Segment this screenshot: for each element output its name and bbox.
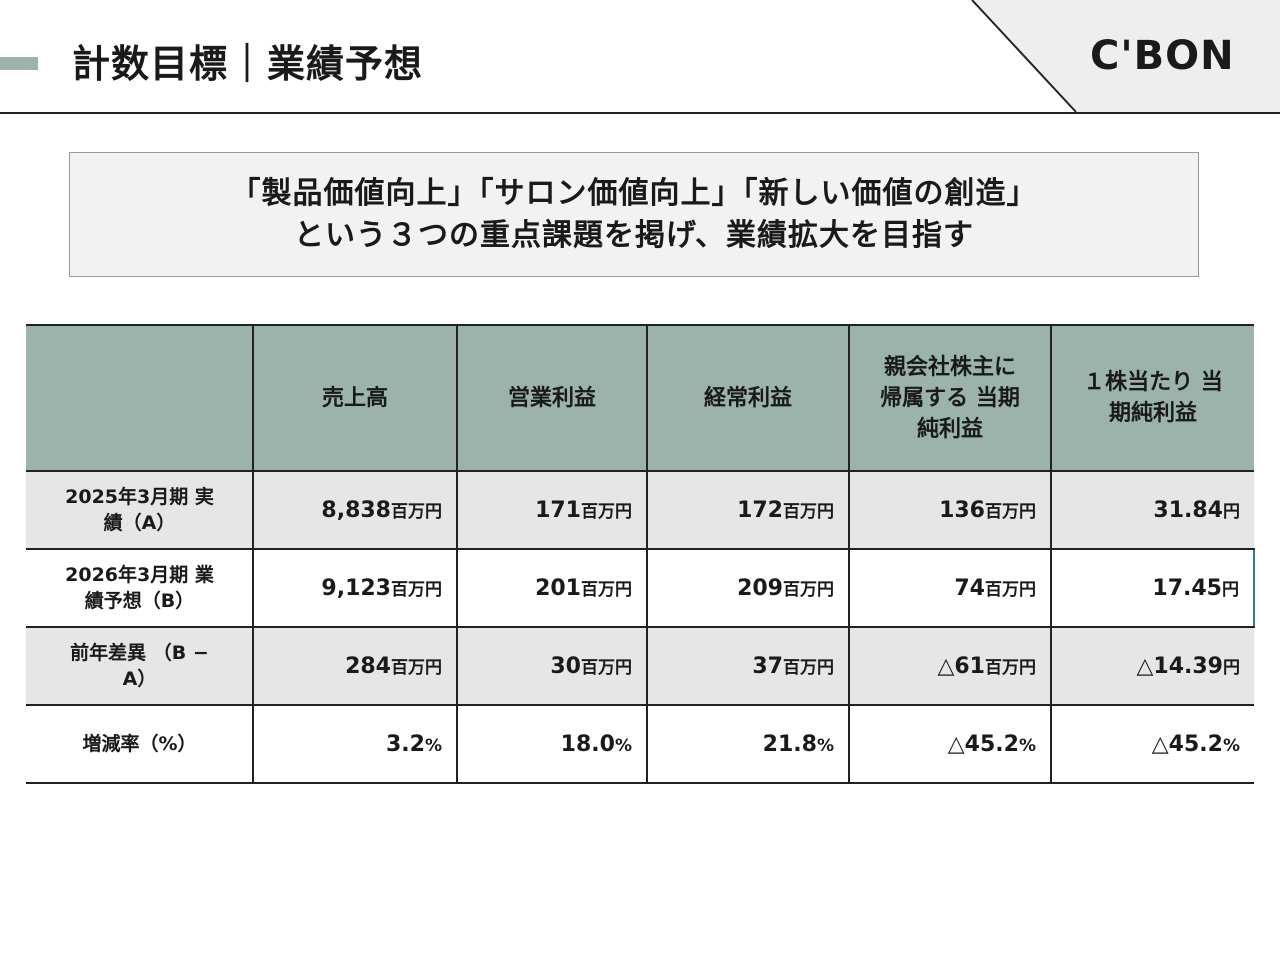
cell-net-income: △45.2% <box>848 705 1051 784</box>
cell-value: △45.2 <box>947 731 1019 757</box>
table-header-row: 売上高 営業利益 経常利益 親会社株主に 帰属する 当期純利益 １株当たり 当期… <box>26 324 1254 472</box>
table-row: 増減率（%） 3.2% 18.0% 21.8% △45.2% △45.2% <box>26 705 1254 784</box>
cell-value: 201 <box>535 576 581 601</box>
header-eps: １株当たり 当期純利益 <box>1050 324 1254 472</box>
cell-value: 9,123 <box>321 576 391 601</box>
cell-unit: 百万円 <box>581 502 632 522</box>
cell-value: △45.2 <box>1151 731 1223 757</box>
banner-line-1: 「製品価値向上」「サロン価値向上」「新しい価値の創造」 <box>230 175 1038 211</box>
cell-value: 136 <box>939 498 985 523</box>
cell-net-sales: 284百万円 <box>252 627 457 706</box>
table-row: 2026年3月期 業績予想（B） 9,123百万円 201百万円 209百万円 74百万… <box>26 548 1255 628</box>
cell-unit: % <box>424 735 442 756</box>
company-logo: C'BON <box>1090 33 1235 79</box>
cell-net-income: 74百万円 <box>848 548 1051 628</box>
cell-operating-profit: 201百万円 <box>456 548 647 628</box>
cell-unit: 百万円 <box>783 502 834 522</box>
row-label-text: 前年差異 （B − A） <box>70 642 209 690</box>
cell-net-sales: 3.2% <box>252 705 457 784</box>
page-title: 計数目標｜業績予想 <box>72 42 424 86</box>
cell-value: 74 <box>954 576 985 601</box>
cell-net-income: 136百万円 <box>848 471 1051 550</box>
header-net-income: 親会社株主に 帰属する 当期純利益 <box>848 324 1051 472</box>
row-label-text: 増減率（%） <box>82 733 197 755</box>
cell-value: 37 <box>752 654 783 679</box>
header-divider <box>0 112 1280 114</box>
title-accent-bar <box>0 57 38 70</box>
cell-unit: 百万円 <box>581 580 632 600</box>
row-label: 2025年3月期 実績（A） <box>26 471 253 550</box>
cell-value: 171 <box>535 498 581 523</box>
table-row: 2025年3月期 実績（A） 8,838百万円 171百万円 172百万円 136百万円… <box>26 471 1254 550</box>
row-label: 2026年3月期 業績予想（B） <box>26 548 253 628</box>
cell-unit: 円 <box>1223 502 1240 522</box>
cell-operating-profit: 30百万円 <box>456 627 647 706</box>
header-net-sales: 売上高 <box>252 324 457 472</box>
row-label-text: 2026年3月期 業績予想（B） <box>65 564 214 612</box>
cell-unit: 百万円 <box>985 658 1036 678</box>
cell-net-sales: 8,838百万円 <box>252 471 457 550</box>
cell-unit: 円 <box>1223 658 1240 678</box>
cell-value: 172 <box>737 498 783 523</box>
cell-unit: 百万円 <box>783 658 834 678</box>
cell-unit: 百万円 <box>391 580 442 600</box>
cell-unit: % <box>1222 735 1240 756</box>
cell-value: 18.0 <box>560 731 615 757</box>
header-ordinary-profit: 経常利益 <box>646 324 849 472</box>
cell-value: △61 <box>937 654 985 679</box>
cell-operating-profit: 18.0% <box>456 705 647 784</box>
cell-operating-profit: 171百万円 <box>456 471 647 550</box>
row-label: 前年差異 （B − A） <box>26 627 253 706</box>
cell-ordinary-profit: 209百万円 <box>646 548 849 628</box>
cell-net-sales: 9,123百万円 <box>252 548 457 628</box>
cell-unit: 百万円 <box>985 580 1036 600</box>
cell-ordinary-profit: 172百万円 <box>646 471 849 550</box>
cell-unit: % <box>816 735 834 756</box>
banner-line-2: という３つの重点課題を掲げ、業績拡大を目指す <box>294 217 974 253</box>
logo-panel <box>971 0 1280 113</box>
header-blank <box>26 324 253 472</box>
forecast-table: 売上高 営業利益 経常利益 親会社株主に 帰属する 当期純利益 １株当たり 当期… <box>26 324 1255 784</box>
row-label-text: 2025年3月期 実績（A） <box>65 486 214 534</box>
cell-unit: 百万円 <box>985 502 1036 522</box>
cell-value: 30 <box>550 654 581 679</box>
cell-value: 17.45 <box>1152 576 1222 601</box>
cell-unit: 百万円 <box>581 658 632 678</box>
row-label: 増減率（%） <box>26 705 253 784</box>
cell-eps: 17.45円 <box>1050 548 1255 628</box>
cell-value: 209 <box>737 576 783 601</box>
key-message-banner: 「製品価値向上」「サロン価値向上」「新しい価値の創造」 という３つの重点課題を掲… <box>69 152 1199 277</box>
cell-value: 31.84 <box>1153 498 1223 523</box>
cell-unit: 百万円 <box>391 502 442 522</box>
cell-ordinary-profit: 37百万円 <box>646 627 849 706</box>
cell-unit: 百万円 <box>783 580 834 600</box>
cell-ordinary-profit: 21.8% <box>646 705 849 784</box>
cell-eps: △14.39円 <box>1050 627 1254 706</box>
table-row: 前年差異 （B − A） 284百万円 30百万円 37百万円 △61百万円 △14.39… <box>26 627 1254 706</box>
cell-unit: % <box>1018 735 1036 756</box>
cell-unit: 百万円 <box>391 658 442 678</box>
cell-unit: 円 <box>1222 580 1239 600</box>
cell-value: △14.39 <box>1136 654 1223 679</box>
cell-eps: 31.84円 <box>1050 471 1254 550</box>
cell-value: 8,838 <box>321 498 391 523</box>
cell-value: 284 <box>345 654 391 679</box>
cell-eps: △45.2% <box>1050 705 1254 784</box>
cell-net-income: △61百万円 <box>848 627 1051 706</box>
header-operating-profit: 営業利益 <box>456 324 647 472</box>
cell-value: 3.2 <box>385 731 425 757</box>
cell-unit: % <box>614 735 632 756</box>
cell-value: 21.8 <box>762 731 817 757</box>
